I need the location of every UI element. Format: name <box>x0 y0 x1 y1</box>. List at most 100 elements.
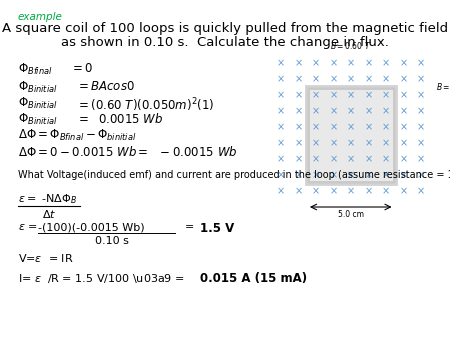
Text: ×: × <box>294 154 302 164</box>
Text: ×: × <box>277 106 285 116</box>
Text: ×: × <box>329 138 338 148</box>
Text: ×: × <box>312 58 320 68</box>
Text: ×: × <box>364 186 372 196</box>
Text: $\varepsilon = $ -N$\Delta\Phi_{B}$: $\varepsilon = $ -N$\Delta\Phi_{B}$ <box>18 192 77 206</box>
Text: 0.10 s: 0.10 s <box>95 236 129 246</box>
Text: ×: × <box>417 122 425 132</box>
Text: ×: × <box>417 154 425 164</box>
Text: ×: × <box>382 58 390 68</box>
Text: ×: × <box>294 138 302 148</box>
Text: ×: × <box>329 106 338 116</box>
Text: $=\ \ 0.0015\ Wb$: $=\ \ 0.0015\ Wb$ <box>76 112 163 126</box>
Text: ×: × <box>382 186 390 196</box>
Text: ×: × <box>399 106 407 116</box>
Text: ×: × <box>364 154 372 164</box>
Text: ×: × <box>364 122 372 132</box>
Text: ×: × <box>417 90 425 100</box>
Text: ×: × <box>364 58 372 68</box>
Text: ×: × <box>346 90 355 100</box>
Text: ×: × <box>382 170 390 180</box>
Text: ×: × <box>417 138 425 148</box>
Text: ×: × <box>399 154 407 164</box>
Text: ×: × <box>294 74 302 84</box>
Text: I= $\varepsilon$  /R = 1.5 V/100 \u03a9 =: I= $\varepsilon$ /R = 1.5 V/100 \u03a9 = <box>18 272 186 285</box>
Text: ×: × <box>294 106 302 116</box>
Text: ×: × <box>346 58 355 68</box>
Text: ×: × <box>329 122 338 132</box>
Text: ×: × <box>277 90 285 100</box>
Text: ×: × <box>294 90 302 100</box>
Text: -(100)(-0.0015 Wb): -(100)(-0.0015 Wb) <box>38 222 144 232</box>
Text: ×: × <box>312 122 320 132</box>
Text: ×: × <box>294 122 302 132</box>
Text: $\Delta\Phi = 0 - 0.0015\ Wb =\ \ -0.0015\ Wb$: $\Delta\Phi = 0 - 0.0015\ Wb =\ \ -0.001… <box>18 145 238 159</box>
Text: ×: × <box>346 170 355 180</box>
Text: $\Phi_{Binitial}$: $\Phi_{Binitial}$ <box>18 96 58 111</box>
Text: ×: × <box>399 74 407 84</box>
Text: ×: × <box>277 58 285 68</box>
Bar <box>307 87 395 183</box>
Text: ×: × <box>382 74 390 84</box>
Text: ×: × <box>346 186 355 196</box>
Text: V=$\varepsilon$  = IR: V=$\varepsilon$ = IR <box>18 252 74 264</box>
Text: ×: × <box>294 186 302 196</box>
Text: ×: × <box>399 122 407 132</box>
Text: ×: × <box>399 186 407 196</box>
Text: =: = <box>185 222 202 232</box>
Text: ×: × <box>382 106 390 116</box>
Text: ×: × <box>417 106 425 116</box>
Text: ×: × <box>294 58 302 68</box>
Text: ×: × <box>277 122 285 132</box>
Text: 0.015 A (15 mA): 0.015 A (15 mA) <box>200 272 307 285</box>
Text: ×: × <box>277 170 285 180</box>
Text: ×: × <box>417 186 425 196</box>
Text: ×: × <box>312 74 320 84</box>
Text: ×: × <box>382 138 390 148</box>
Text: $= (0.60\ T)(0.050m)^2(1)$: $= (0.60\ T)(0.050m)^2(1)$ <box>76 96 214 114</box>
Text: ×: × <box>399 90 407 100</box>
Text: ×: × <box>364 74 372 84</box>
Text: ×: × <box>277 138 285 148</box>
Text: ×: × <box>329 58 338 68</box>
Text: $\Delta t$: $\Delta t$ <box>42 208 56 220</box>
Text: ×: × <box>312 138 320 148</box>
Text: ×: × <box>399 58 407 68</box>
Text: ×: × <box>329 186 338 196</box>
Text: $\Phi_{Bfinal}$: $\Phi_{Bfinal}$ <box>18 62 53 77</box>
Text: ×: × <box>346 154 355 164</box>
Text: ×: × <box>277 186 285 196</box>
Text: ×: × <box>346 74 355 84</box>
Text: ×: × <box>294 170 302 180</box>
Text: ×: × <box>312 106 320 116</box>
Text: $=0$: $=0$ <box>70 62 93 75</box>
Text: ×: × <box>346 138 355 148</box>
Text: What Voltage(induced emf) and current are produced in the loop (assume resistanc: What Voltage(induced emf) and current ar… <box>18 170 450 180</box>
Text: ×: × <box>399 138 407 148</box>
Text: ×: × <box>346 106 355 116</box>
Text: ×: × <box>277 154 285 164</box>
Text: example: example <box>18 12 63 22</box>
Text: ×: × <box>364 138 372 148</box>
Text: $B = 0$: $B = 0$ <box>436 81 450 93</box>
Text: as shown in 0.10 s.  Calculate the change in flux.: as shown in 0.10 s. Calculate the change… <box>61 36 389 49</box>
Text: ×: × <box>364 170 372 180</box>
Text: ×: × <box>417 58 425 68</box>
Text: ×: × <box>329 170 338 180</box>
Text: ×: × <box>277 74 285 84</box>
Text: $\Phi_{Binitial}$: $\Phi_{Binitial}$ <box>18 80 58 95</box>
Text: 5.0 cm: 5.0 cm <box>338 210 364 219</box>
Text: $= BAcos0$: $= BAcos0$ <box>76 80 135 93</box>
Text: ×: × <box>364 106 372 116</box>
Text: ×: × <box>312 154 320 164</box>
Text: ×: × <box>346 122 355 132</box>
Text: ×: × <box>329 154 338 164</box>
Text: ×: × <box>382 90 390 100</box>
Text: ×: × <box>312 170 320 180</box>
Text: ×: × <box>382 154 390 164</box>
Text: 1.5 V: 1.5 V <box>200 222 234 235</box>
Text: $\varepsilon$ =: $\varepsilon$ = <box>18 222 39 232</box>
Text: ×: × <box>399 170 407 180</box>
Text: ×: × <box>382 122 390 132</box>
Text: $\Delta\Phi = \Phi_{Bfinal} - \Phi_{binitial}$: $\Delta\Phi = \Phi_{Bfinal} - \Phi_{bini… <box>18 128 136 143</box>
Text: ×: × <box>329 90 338 100</box>
